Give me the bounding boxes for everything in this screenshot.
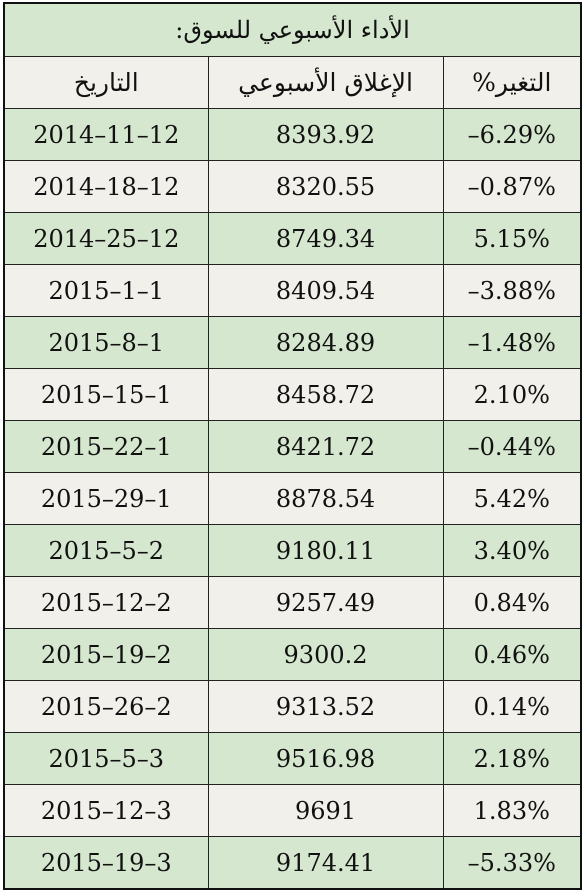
table-row: 3.40% 9180.11 2015–5–2	[3, 524, 582, 577]
table-row: 5.42% 8878.54 2015–29–1	[3, 472, 582, 525]
change-cell: 0.46%	[442, 628, 582, 681]
table-row: –6.29% 8393.92 2014–11–12	[3, 108, 582, 161]
date-cell: 2014–18–12	[3, 160, 209, 213]
date-cell: 2015–22–1	[3, 420, 209, 473]
change-cell: –0.87%	[442, 160, 582, 213]
date-cell: 2015–1–1	[3, 264, 209, 317]
close-cell: 9313.52	[207, 680, 444, 733]
close-cell: 8749.34	[207, 212, 444, 265]
date-cell: 2015–19–2	[3, 628, 209, 681]
close-cell: 9691	[207, 784, 444, 837]
close-cell: 9180.11	[207, 524, 444, 577]
close-cell: 9516.98	[207, 732, 444, 785]
change-cell: 5.42%	[442, 472, 582, 525]
close-cell: 9300.2	[207, 628, 444, 681]
change-cell: –5.33%	[442, 836, 582, 890]
table-row: 0.14% 9313.52 2015–26–2	[3, 680, 582, 733]
table-row: –0.44% 8421.72 2015–22–1	[3, 420, 582, 473]
header-cell: التاريخ	[3, 56, 209, 109]
change-cell: –0.44%	[442, 420, 582, 473]
date-cell: 2014–25–12	[3, 212, 209, 265]
close-cell: 8458.72	[207, 368, 444, 421]
close-cell: 8409.54	[207, 264, 444, 317]
change-cell: 3.40%	[442, 524, 582, 577]
change-cell: –6.29%	[442, 108, 582, 161]
table-row: 0.84% 9257.49 2015–12–2	[3, 576, 582, 629]
table-row: –3.88% 8409.54 2015–1–1	[3, 264, 582, 317]
market-table: الأداء الأسبوعي للسوق: التغير% الإغلاق ا…	[3, 2, 583, 890]
table-row: 2.10% 8458.72 2015–15–1	[3, 368, 582, 421]
close-cell: 8393.92	[207, 108, 444, 161]
table-row: 1.83% 9691 2015–12–3	[3, 784, 582, 837]
header-cell: الإغلاق الأسبوعي	[207, 56, 444, 109]
table-row: –1.48% 8284.89 2015–8–1	[3, 316, 582, 369]
close-cell: 8421.72	[207, 420, 444, 473]
date-cell: 2015–19–3	[3, 836, 209, 890]
table-row: 5.15% 8749.34 2014–25–12	[3, 212, 582, 265]
header-cell: التغير%	[442, 56, 582, 109]
table-title: الأداء الأسبوعي للسوق:	[3, 2, 582, 57]
table-row: 2.18% 9516.98 2015–5–3	[3, 732, 582, 785]
close-cell: 9257.49	[207, 576, 444, 629]
close-cell: 9174.41	[207, 836, 444, 890]
date-cell: 2015–15–1	[3, 368, 209, 421]
date-cell: 2015–5–3	[3, 732, 209, 785]
table-row: 0.46% 9300.2 2015–19–2	[3, 628, 582, 681]
change-cell: 0.14%	[442, 680, 582, 733]
header-row: التغير% الإغلاق الأسبوعي التاريخ	[3, 56, 582, 109]
change-cell: –3.88%	[442, 264, 582, 317]
table-row: –5.33% 9174.41 2015–19–3	[3, 836, 582, 890]
change-cell: 1.83%	[442, 784, 582, 837]
title-row: الأداء الأسبوعي للسوق:	[3, 2, 582, 57]
change-cell: –1.48%	[442, 316, 582, 369]
date-cell: 2015–12–3	[3, 784, 209, 837]
date-cell: 2015–29–1	[3, 472, 209, 525]
date-cell: 2015–26–2	[3, 680, 209, 733]
close-cell: 8878.54	[207, 472, 444, 525]
change-cell: 2.10%	[442, 368, 582, 421]
close-cell: 8284.89	[207, 316, 444, 369]
date-cell: 2015–8–1	[3, 316, 209, 369]
date-cell: 2015–12–2	[3, 576, 209, 629]
table-body: –6.29% 8393.92 2014–11–12 –0.87% 8320.55 2014…	[3, 108, 582, 890]
date-cell: 2015–5–2	[3, 524, 209, 577]
change-cell: 5.15%	[442, 212, 582, 265]
change-cell: 0.84%	[442, 576, 582, 629]
table-row: –0.87% 8320.55 2014–18–12	[3, 160, 582, 213]
date-cell: 2014–11–12	[3, 108, 209, 161]
change-cell: 2.18%	[442, 732, 582, 785]
close-cell: 8320.55	[207, 160, 444, 213]
